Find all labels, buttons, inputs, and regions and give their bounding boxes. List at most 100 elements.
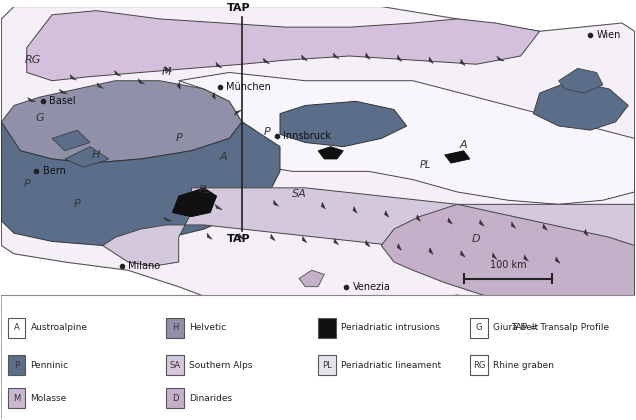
Text: München: München <box>226 82 271 92</box>
Text: Milano: Milano <box>128 261 160 271</box>
Polygon shape <box>177 82 181 89</box>
Polygon shape <box>584 229 588 236</box>
Text: P: P <box>14 360 19 370</box>
FancyBboxPatch shape <box>8 388 25 408</box>
Polygon shape <box>299 270 324 287</box>
FancyBboxPatch shape <box>470 318 488 338</box>
Polygon shape <box>429 57 434 63</box>
Polygon shape <box>366 53 370 59</box>
Text: Southern Alps: Southern Alps <box>189 360 252 370</box>
FancyBboxPatch shape <box>166 318 184 338</box>
Polygon shape <box>70 75 76 80</box>
Text: Dinarides: Dinarides <box>189 394 232 402</box>
Polygon shape <box>448 218 453 224</box>
FancyBboxPatch shape <box>166 355 184 375</box>
Polygon shape <box>114 71 121 76</box>
Polygon shape <box>273 200 279 206</box>
Polygon shape <box>52 130 90 151</box>
Polygon shape <box>179 73 635 205</box>
Text: H: H <box>92 150 100 160</box>
Text: TAP: TAP <box>227 234 251 244</box>
Text: H: H <box>172 323 178 333</box>
Polygon shape <box>497 56 504 61</box>
Text: SA: SA <box>169 360 181 370</box>
Text: Bern: Bern <box>43 166 66 176</box>
Text: P: P <box>176 134 182 143</box>
Polygon shape <box>207 233 212 239</box>
Text: PL: PL <box>322 360 332 370</box>
Polygon shape <box>333 53 339 59</box>
Polygon shape <box>280 101 406 147</box>
Polygon shape <box>524 255 529 261</box>
Polygon shape <box>239 233 244 239</box>
Polygon shape <box>172 188 217 217</box>
Polygon shape <box>215 205 223 210</box>
Text: G: G <box>35 113 44 123</box>
Text: Periadriatic lineament: Periadriatic lineament <box>341 360 441 370</box>
Polygon shape <box>263 58 270 64</box>
Text: D: D <box>172 394 178 402</box>
Polygon shape <box>102 188 635 274</box>
Text: M: M <box>13 394 20 402</box>
Text: A: A <box>460 139 467 150</box>
Polygon shape <box>445 151 470 163</box>
Polygon shape <box>1 81 242 163</box>
Polygon shape <box>385 210 389 217</box>
Text: Periadriatic intrusions: Periadriatic intrusions <box>341 323 439 333</box>
Polygon shape <box>555 257 560 263</box>
Text: A: A <box>14 323 20 333</box>
Text: Basel: Basel <box>49 96 76 106</box>
FancyBboxPatch shape <box>470 355 488 375</box>
Polygon shape <box>27 10 539 81</box>
Text: PL: PL <box>198 185 210 195</box>
Polygon shape <box>165 66 172 72</box>
FancyBboxPatch shape <box>1 295 635 419</box>
Polygon shape <box>138 79 144 84</box>
Polygon shape <box>59 89 67 94</box>
Text: Giura belt: Giura belt <box>493 323 538 333</box>
FancyBboxPatch shape <box>166 388 184 408</box>
Polygon shape <box>302 236 307 243</box>
Polygon shape <box>511 222 516 228</box>
FancyBboxPatch shape <box>318 355 336 375</box>
Polygon shape <box>558 68 603 93</box>
Text: Austroalpine: Austroalpine <box>31 323 88 333</box>
Polygon shape <box>382 205 635 307</box>
Polygon shape <box>480 220 484 226</box>
Text: Rhine graben: Rhine graben <box>493 360 554 370</box>
Text: 100 km: 100 km <box>490 260 526 270</box>
Polygon shape <box>1 7 635 315</box>
Text: PL: PL <box>420 160 431 170</box>
Polygon shape <box>543 224 548 231</box>
Polygon shape <box>397 244 401 250</box>
Polygon shape <box>366 240 370 247</box>
Text: D: D <box>472 234 481 244</box>
Polygon shape <box>334 238 338 245</box>
Text: G: G <box>476 323 482 333</box>
Text: Molasse: Molasse <box>31 394 67 402</box>
Text: A: A <box>219 152 227 162</box>
Polygon shape <box>65 147 109 167</box>
Polygon shape <box>416 215 420 221</box>
Text: Innsbruck: Innsbruck <box>283 131 331 142</box>
Polygon shape <box>429 248 433 255</box>
Text: Venezia: Venezia <box>353 282 391 292</box>
Text: Penninic: Penninic <box>31 360 69 370</box>
Polygon shape <box>492 253 497 259</box>
FancyBboxPatch shape <box>318 318 336 338</box>
FancyBboxPatch shape <box>8 318 25 338</box>
Polygon shape <box>397 55 402 61</box>
Polygon shape <box>216 62 222 68</box>
Polygon shape <box>353 207 357 213</box>
Polygon shape <box>212 92 215 100</box>
Text: Wien: Wien <box>597 30 621 40</box>
FancyBboxPatch shape <box>8 355 25 375</box>
Text: P: P <box>24 179 30 189</box>
Polygon shape <box>97 83 104 89</box>
Text: P: P <box>264 127 271 137</box>
Text: P: P <box>74 200 81 209</box>
Polygon shape <box>27 97 36 102</box>
Polygon shape <box>1 122 280 246</box>
Text: RG: RG <box>25 55 41 65</box>
Polygon shape <box>270 234 275 241</box>
